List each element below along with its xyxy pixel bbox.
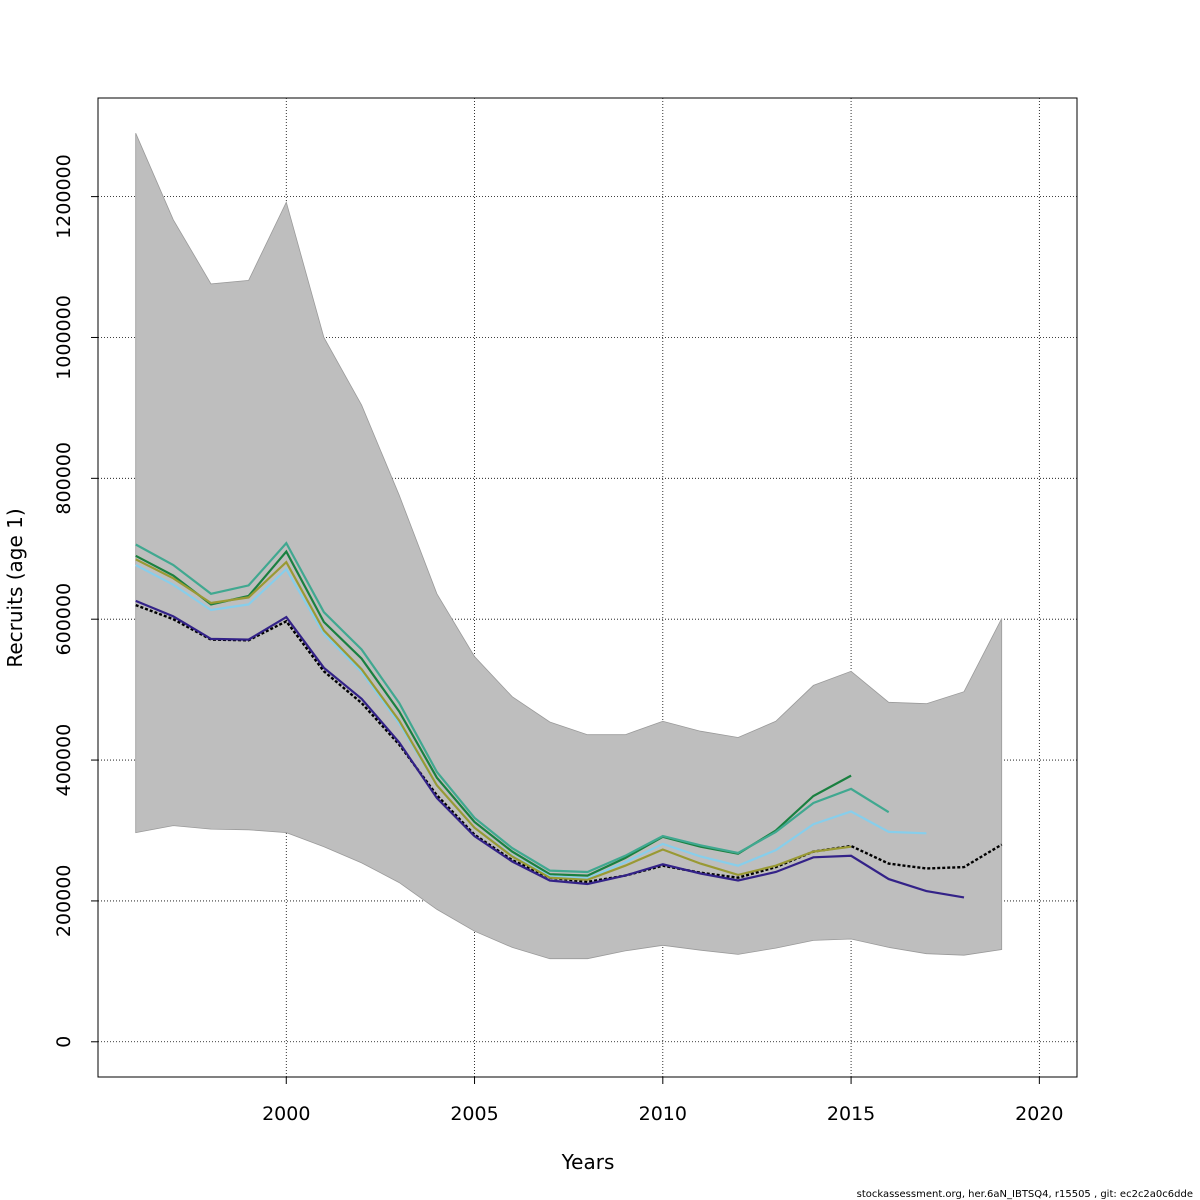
- series-line-0: [135, 603, 1003, 884]
- y-tick-label: 0: [53, 1036, 75, 1048]
- x-tick-label: 2005: [450, 1103, 498, 1125]
- y-tick-label: 200000: [53, 865, 75, 938]
- y-axis-title: Recruits (age 1): [3, 508, 27, 667]
- plot-frame: [97, 97, 1078, 1078]
- x-tick-label: 2015: [827, 1103, 875, 1125]
- y-tick-label: 1000000: [53, 295, 75, 380]
- y-tick-label: 600000: [53, 583, 75, 656]
- x-axis: 2000 2005 2010 2015 2020: [262, 1077, 1064, 1125]
- y-tick-label: 800000: [53, 442, 75, 515]
- x-tick-label: 2000: [262, 1103, 310, 1125]
- y-axis: 0 200000 400000 600000 800000 1000000 1200000: [53, 154, 98, 1048]
- x-tick-label: 2010: [639, 1103, 687, 1125]
- series-line-4: [135, 558, 852, 881]
- confidence-band-layer: [135, 133, 1003, 960]
- series-line-2: [135, 541, 890, 874]
- confidence-band: [135, 133, 1003, 960]
- series-line-5: [135, 599, 965, 899]
- y-tick-label: 1200000: [53, 154, 75, 239]
- footer-note: stockassessment.org, her.6aN_IBTSQ4, r15…: [857, 1189, 1193, 1200]
- x-tick-label: 2020: [1015, 1103, 1063, 1125]
- series-layer: [135, 541, 1003, 899]
- x-axis-title: Years: [561, 1150, 615, 1174]
- y-tick-label: 400000: [53, 724, 75, 797]
